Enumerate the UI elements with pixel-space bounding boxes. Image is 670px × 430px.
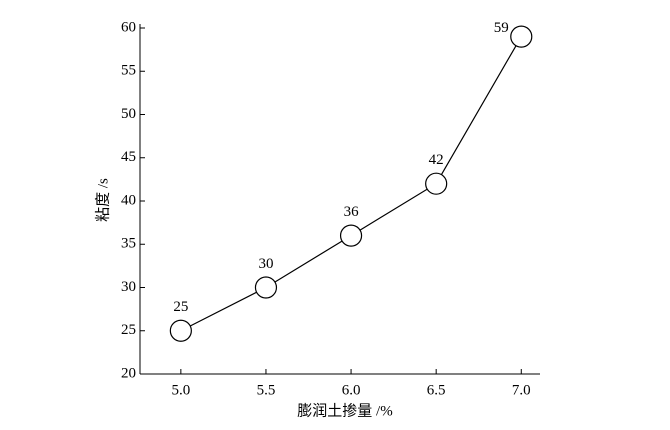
y-tick-label: 20 xyxy=(121,365,136,381)
data-label: 36 xyxy=(344,204,360,220)
y-axis-label: 粘度 /s xyxy=(94,178,111,222)
x-axis-label: 膨润土掺量 /% xyxy=(297,402,392,419)
y-tick-label: 60 xyxy=(121,19,136,35)
y-tick-label: 40 xyxy=(121,192,136,208)
data-label: 25 xyxy=(173,299,188,315)
x-tick-label: 5.5 xyxy=(257,382,276,398)
point xyxy=(339,224,363,247)
x-tick-label: 7.0 xyxy=(512,382,531,398)
y-tick-label: 50 xyxy=(121,106,136,122)
point xyxy=(425,172,448,195)
data-label: 42 xyxy=(429,152,444,168)
x-tick-label: 5.0 xyxy=(171,382,190,398)
y-tick-label: 35 xyxy=(121,236,136,252)
line xyxy=(180,36,522,332)
y-tick-label: 45 xyxy=(121,149,136,165)
y-tick-label: 55 xyxy=(121,63,136,79)
data-label: 59 xyxy=(494,20,509,36)
point xyxy=(510,25,533,48)
x-tick-label: 6.0 xyxy=(342,382,361,398)
y-tick-label: 30 xyxy=(121,279,136,295)
x-tick-label: 6.5 xyxy=(427,382,446,398)
y-tick-label: 25 xyxy=(121,322,136,338)
data-label: 30 xyxy=(258,256,273,272)
point xyxy=(169,319,192,342)
point xyxy=(254,276,278,299)
